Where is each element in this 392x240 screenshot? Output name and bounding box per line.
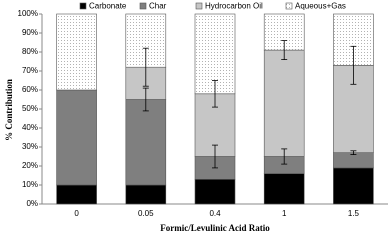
y-tick-label: 60%: [22, 85, 38, 94]
error-bar: [350, 150, 357, 156]
y-tick-label: 0%: [26, 199, 38, 208]
legend-swatch: [285, 2, 293, 10]
bar-segment: [56, 13, 97, 91]
error-bar: [281, 40, 288, 60]
y-tick-label: 70%: [22, 66, 38, 75]
legend-label: Aqueous+Gas: [295, 2, 346, 11]
legend-label: Hydrocarbon Oil: [205, 2, 263, 11]
y-tick-label: 80%: [22, 47, 38, 56]
x-axis-title: Formic/Levulinic Acid Ratio: [160, 223, 270, 233]
y-tick-label: 30%: [22, 142, 38, 151]
x-tick-label: 0.4: [209, 209, 221, 218]
legend-label: Char: [149, 2, 167, 11]
error-bar: [281, 148, 288, 165]
y-tick-label: 10%: [22, 180, 38, 189]
legend-swatch: [139, 2, 147, 10]
bar-segment: [125, 184, 167, 205]
error-bar: [350, 45, 357, 85]
bar-segment: [263, 49, 305, 157]
x-tick-label: 0: [74, 209, 79, 218]
bar-segment: [194, 179, 236, 205]
error-bar: [142, 87, 149, 112]
error-bar: [212, 144, 218, 169]
y-tick-label: 40%: [22, 123, 38, 132]
y-tick-label: 90%: [22, 28, 38, 37]
x-tick-label: 1: [282, 209, 287, 218]
x-tick-label: 0.05: [138, 209, 154, 218]
x-tick-label: 1.5: [348, 209, 360, 218]
bar-segment: [125, 99, 167, 186]
bar-segment: [56, 89, 97, 186]
error-bar: [212, 80, 218, 108]
y-tick-label: 100%: [18, 9, 38, 18]
bar-segment: [333, 167, 374, 205]
legend-label: Carbonate: [89, 2, 127, 11]
bar-segment: [263, 173, 305, 205]
legend-swatch: [79, 2, 87, 10]
y-tick-label: 20%: [22, 161, 38, 170]
y-tick-label: 50%: [22, 104, 38, 113]
error-bar: [142, 47, 149, 87]
y-axis-title: % Contribution: [4, 79, 14, 141]
legend-swatch: [195, 2, 203, 10]
bar-segment: [56, 184, 97, 205]
